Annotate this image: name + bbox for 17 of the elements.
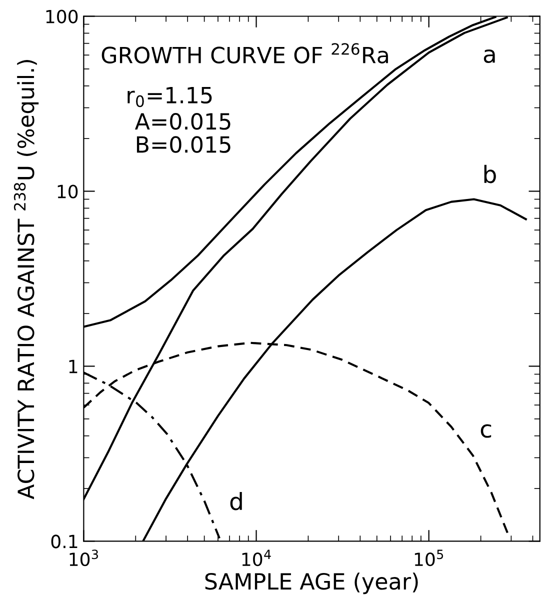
annotation: b	[484, 164, 496, 184]
annotation: d	[230, 492, 242, 510]
x-tick-label: 10$^{4}$	[242, 550, 271, 566]
x-axis-title: SAMPLE AGE (year)	[205, 572, 418, 594]
annotation: c	[480, 424, 492, 438]
x-tick-label: 10$^{5}$	[414, 550, 444, 566]
annotation: a	[484, 49, 495, 63]
y-tick-label: 1	[69, 360, 78, 374]
y-tick-label: 10	[58, 184, 78, 198]
x-tick-label: 10$^{3}$	[70, 550, 98, 566]
annotation: B=0.015	[136, 136, 230, 153]
y-tick-label: 0.1	[51, 534, 78, 548]
annotation: A=0.015	[134, 112, 230, 130]
y-tick-label: 100	[46, 10, 78, 24]
annotation: GROWTH CURVE OF $^{226}$Ra	[102, 43, 388, 64]
y-axis-title: ACTIVITY RATIO AGAINST $^{238}$U (%equil.)	[14, 60, 39, 500]
annotation: r$_{0}$=1.15	[128, 87, 212, 108]
